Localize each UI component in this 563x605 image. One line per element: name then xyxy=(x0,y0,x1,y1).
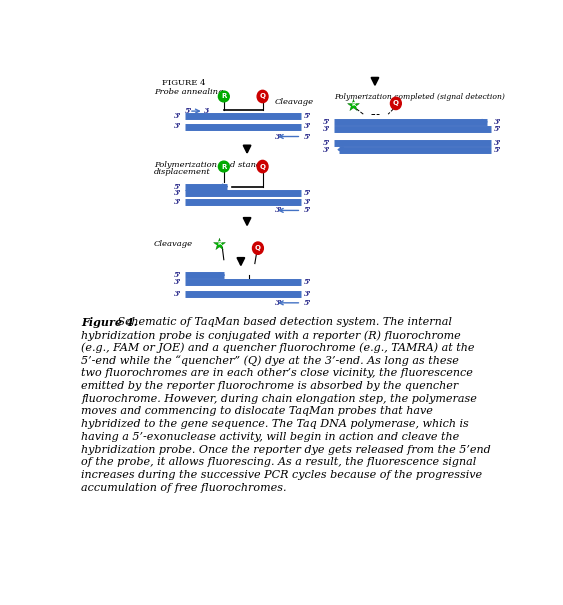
Text: 3': 3' xyxy=(175,290,182,298)
Text: 5': 5' xyxy=(303,299,311,307)
Text: 3': 3' xyxy=(494,139,501,146)
Text: displacement: displacement xyxy=(154,168,211,176)
Text: two fluorochromes are in each other’s close vicinity, the fluorescence: two fluorochromes are in each other’s cl… xyxy=(81,368,473,378)
Text: 5': 5' xyxy=(303,189,311,197)
Text: 5': 5' xyxy=(175,183,182,191)
Text: 3': 3' xyxy=(175,278,182,286)
Text: 5': 5' xyxy=(303,206,311,214)
Text: 3': 3' xyxy=(175,189,182,197)
Text: Q: Q xyxy=(260,163,266,169)
Circle shape xyxy=(218,91,229,102)
Text: 3': 3' xyxy=(175,112,182,120)
Text: 3': 3' xyxy=(303,122,311,131)
Text: 5': 5' xyxy=(323,118,331,126)
Text: having a 5’-exonuclease activity, will begin in action and cleave the: having a 5’-exonuclease activity, will b… xyxy=(81,432,459,442)
Text: Cleavage: Cleavage xyxy=(274,98,314,106)
Text: 3': 3' xyxy=(303,290,311,298)
Text: accumulation of free fluorochromes.: accumulation of free fluorochromes. xyxy=(81,483,287,492)
Text: Q: Q xyxy=(255,245,261,251)
Text: Polymerization and stand: Polymerization and stand xyxy=(154,161,261,169)
Text: Probe annealing: Probe annealing xyxy=(154,88,224,96)
Text: 5': 5' xyxy=(303,278,311,286)
Text: Figure 4.: Figure 4. xyxy=(81,318,138,329)
Text: 3: 3 xyxy=(204,107,209,115)
Text: R: R xyxy=(217,241,221,246)
Text: hybridized to the gene sequence. The Taq DNA polymerase, which is: hybridized to the gene sequence. The Taq… xyxy=(81,419,469,429)
Text: increases during the successive PCR cycles because of the progressive: increases during the successive PCR cycl… xyxy=(81,470,482,480)
Text: 5': 5' xyxy=(323,139,331,146)
Text: (e.g., FAM or JOE) and a quencher fluorochrome (e.g., TAMRA) at the: (e.g., FAM or JOE) and a quencher fluoro… xyxy=(81,343,475,353)
Text: Q: Q xyxy=(393,100,399,106)
Text: 3': 3' xyxy=(275,132,283,140)
Text: 5': 5' xyxy=(303,132,311,140)
Ellipse shape xyxy=(252,242,263,254)
Text: 3': 3' xyxy=(175,122,182,131)
Text: 3': 3' xyxy=(323,125,331,133)
Text: hybridization probe. Once the reporter dye gets released from the 5’end: hybridization probe. Once the reporter d… xyxy=(81,445,491,454)
Text: 3': 3' xyxy=(323,146,331,154)
Text: Schematic of TaqMan based detection system. The internal: Schematic of TaqMan based detection syst… xyxy=(114,318,452,327)
Text: Cleavage: Cleavage xyxy=(154,240,193,249)
Text: 3': 3' xyxy=(303,198,311,206)
Text: 5': 5' xyxy=(185,107,193,115)
Text: 5': 5' xyxy=(303,112,311,120)
Ellipse shape xyxy=(257,90,268,103)
Text: fluorochrome. However, during chain elongation step, the polymerase: fluorochrome. However, during chain elon… xyxy=(81,394,477,404)
Text: 5’-end while the “quencher” (Q) dye at the 3’-end. As long as these: 5’-end while the “quencher” (Q) dye at t… xyxy=(81,356,459,367)
Text: moves and commencing to dislocate TaqMan probes that have: moves and commencing to dislocate TaqMan… xyxy=(81,407,433,416)
Text: emitted by the reporter fluorochrome is absorbed by the quencher: emitted by the reporter fluorochrome is … xyxy=(81,381,458,391)
Ellipse shape xyxy=(257,160,268,172)
Text: Polymerization completed (signal detection): Polymerization completed (signal detecti… xyxy=(334,93,505,100)
Text: of the probe, it allows fluorescing. As a result, the fluorescence signal: of the probe, it allows fluorescing. As … xyxy=(81,457,476,467)
Point xyxy=(348,100,358,110)
Text: 5': 5' xyxy=(494,125,501,133)
Text: 3': 3' xyxy=(275,299,283,307)
Point xyxy=(215,239,224,249)
Text: 3': 3' xyxy=(175,198,182,206)
Text: hybridization probe is conjugated with a reporter (R) fluorochrome: hybridization probe is conjugated with a… xyxy=(81,330,461,341)
Text: 5': 5' xyxy=(175,271,182,279)
Text: Q: Q xyxy=(260,93,266,99)
Text: R: R xyxy=(221,93,226,99)
Text: 3': 3' xyxy=(275,206,283,214)
Text: R: R xyxy=(351,102,355,108)
Circle shape xyxy=(218,161,229,172)
Text: FIGURE 4: FIGURE 4 xyxy=(162,79,205,87)
Text: 5': 5' xyxy=(494,146,501,154)
Text: R: R xyxy=(221,163,226,169)
Text: 3': 3' xyxy=(494,118,501,126)
Ellipse shape xyxy=(391,97,401,110)
